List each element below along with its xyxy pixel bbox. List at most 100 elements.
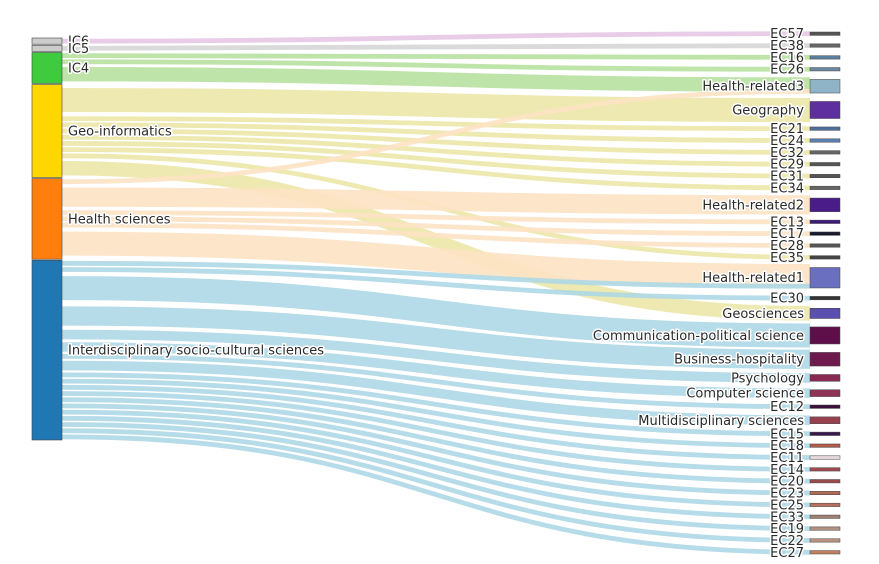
- sankey-links: [61, 31, 811, 555]
- target-node[interactable]: [809, 150, 841, 155]
- sankey-link[interactable]: [61, 141, 811, 179]
- target-label: EC28: [770, 239, 804, 254]
- target-node[interactable]: [809, 79, 841, 94]
- sankey-link[interactable]: [61, 43, 811, 51]
- sankey-link[interactable]: [61, 260, 811, 289]
- sankey-link[interactable]: [61, 66, 811, 92]
- target-node[interactable]: [809, 538, 841, 543]
- sankey-link[interactable]: [61, 342, 811, 398]
- target-label: Health-related2: [702, 198, 804, 213]
- target-node[interactable]: [809, 296, 841, 301]
- target-label: EC35: [770, 251, 804, 266]
- source-label: IC5: [68, 42, 89, 57]
- target-node[interactable]: [809, 550, 841, 555]
- sankey-link[interactable]: [61, 329, 811, 383]
- target-node[interactable]: [809, 67, 841, 72]
- sankey-link[interactable]: [61, 372, 811, 437]
- sankey-link[interactable]: [61, 306, 811, 369]
- target-node[interactable]: [809, 101, 841, 119]
- source-node[interactable]: [31, 84, 63, 178]
- source-label: IC6: [68, 35, 89, 50]
- source-label: IC4: [68, 61, 89, 76]
- sankey-link[interactable]: [61, 31, 811, 44]
- sankey-link[interactable]: [61, 428, 811, 543]
- sankey-link[interactable]: [61, 53, 811, 60]
- target-node[interactable]: [809, 352, 841, 367]
- target-node[interactable]: [809, 502, 841, 507]
- target-node[interactable]: [809, 31, 841, 36]
- target-node[interactable]: [809, 416, 841, 424]
- sankey-link[interactable]: [61, 216, 811, 237]
- target-node[interactable]: [809, 389, 841, 397]
- sankey-link[interactable]: [61, 231, 811, 289]
- target-node[interactable]: [809, 404, 841, 409]
- target-node[interactable]: [809, 431, 841, 436]
- target-node[interactable]: [809, 174, 841, 179]
- target-node[interactable]: [809, 308, 841, 319]
- sankey-link[interactable]: [61, 397, 811, 484]
- target-node[interactable]: [809, 443, 841, 448]
- sankey-link[interactable]: [61, 434, 811, 555]
- target-node[interactable]: [809, 491, 841, 496]
- target-node[interactable]: [809, 267, 841, 289]
- target-label: Computer science: [686, 387, 804, 402]
- sankey-link[interactable]: [61, 267, 811, 301]
- target-node[interactable]: [809, 219, 841, 224]
- target-label: EC33: [770, 510, 804, 525]
- target-node[interactable]: [809, 374, 841, 382]
- sankey-link[interactable]: [61, 403, 811, 496]
- target-label: EC38: [770, 39, 804, 54]
- sankey-link[interactable]: [61, 409, 811, 508]
- sankey-link[interactable]: [61, 88, 811, 123]
- sankey-link[interactable]: [61, 147, 811, 191]
- target-node[interactable]: [809, 326, 841, 345]
- target-node[interactable]: [809, 126, 841, 131]
- sankey-link[interactable]: [61, 122, 811, 143]
- target-label: Geosciences: [722, 307, 804, 322]
- target-node[interactable]: [809, 455, 841, 460]
- target-label: EC30: [770, 292, 804, 307]
- sankey-link[interactable]: [61, 59, 811, 72]
- target-node[interactable]: [809, 467, 841, 472]
- target-label: EC23: [770, 487, 804, 502]
- target-label: EC25: [770, 498, 804, 513]
- source-node[interactable]: [31, 259, 63, 441]
- sankey-link[interactable]: [61, 134, 811, 167]
- target-label: Communication-political science: [593, 329, 804, 344]
- target-label: EC27: [770, 546, 804, 561]
- source-node[interactable]: [31, 37, 63, 45]
- sankey-link[interactable]: [61, 88, 811, 185]
- sankey-link[interactable]: [61, 378, 811, 449]
- sankey-link[interactable]: [61, 353, 811, 410]
- sankey-link[interactable]: [61, 384, 811, 460]
- target-node[interactable]: [809, 231, 841, 236]
- target-node[interactable]: [809, 526, 841, 531]
- sankey-link[interactable]: [61, 128, 811, 155]
- source-label: Geo-informatics: [68, 125, 172, 140]
- sankey-link[interactable]: [61, 116, 811, 132]
- source-node[interactable]: [31, 44, 63, 52]
- target-node[interactable]: [809, 197, 841, 212]
- sankey-link[interactable]: [61, 276, 811, 348]
- sankey-link[interactable]: [61, 222, 811, 248]
- target-label: EC29: [770, 158, 804, 173]
- target-label: EC32: [770, 146, 804, 161]
- sankey-link[interactable]: [61, 210, 811, 225]
- target-label: Health-related3: [702, 80, 804, 95]
- target-node[interactable]: [809, 479, 841, 484]
- target-node[interactable]: [809, 185, 841, 190]
- sankey-link[interactable]: [61, 187, 811, 215]
- target-node[interactable]: [809, 43, 841, 48]
- target-node[interactable]: [809, 243, 841, 248]
- target-node[interactable]: [809, 514, 841, 519]
- source-node[interactable]: [31, 52, 63, 84]
- sankey-link[interactable]: [61, 422, 811, 532]
- sankey-link[interactable]: [61, 360, 811, 426]
- target-node[interactable]: [809, 162, 841, 167]
- target-node[interactable]: [809, 55, 841, 60]
- target-node[interactable]: [809, 255, 841, 260]
- target-node[interactable]: [809, 138, 841, 143]
- source-node[interactable]: [31, 178, 63, 260]
- sankey-link[interactable]: [61, 415, 811, 520]
- sankey-link[interactable]: [61, 391, 811, 472]
